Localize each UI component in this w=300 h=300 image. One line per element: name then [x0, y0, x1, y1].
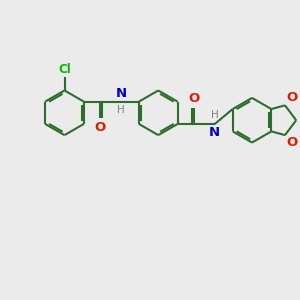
- Text: O: O: [286, 136, 298, 149]
- Text: N: N: [116, 87, 127, 100]
- Text: O: O: [188, 92, 199, 105]
- Text: O: O: [286, 91, 298, 104]
- Text: N: N: [209, 126, 220, 139]
- Text: H: H: [117, 105, 125, 115]
- Text: Cl: Cl: [58, 63, 71, 76]
- Text: O: O: [94, 121, 106, 134]
- Text: H: H: [211, 110, 219, 120]
